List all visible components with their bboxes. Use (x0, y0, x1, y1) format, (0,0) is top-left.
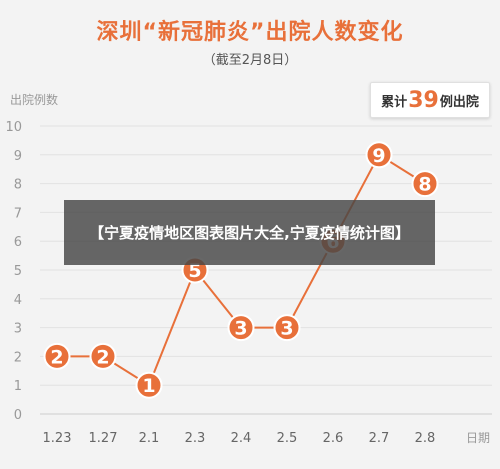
data-point: 2 (43, 342, 71, 370)
chart-title: 深圳“新冠肺炎”出院人数变化 (96, 20, 404, 45)
data-point-marker (43, 342, 71, 370)
data-point-marker (365, 141, 393, 169)
grid-layer (40, 125, 492, 415)
data-point-marker (227, 314, 255, 342)
chart-subtitle: （截至2月8日） (202, 53, 298, 68)
x-axis-label: 日期 (466, 431, 490, 445)
data-label: 3 (234, 318, 247, 340)
y-tick-label: 4 (14, 293, 22, 308)
data-point-marker (273, 314, 301, 342)
data-point: 3 (273, 314, 301, 342)
y-tick-label: 6 (14, 235, 22, 250)
y-tick-label: 9 (14, 149, 22, 164)
y-tick-label: 10 (5, 120, 22, 135)
y-tick-label: 7 (14, 206, 22, 221)
x-tick-label: 2.1 (139, 431, 160, 446)
y-tick-label: 3 (14, 322, 22, 337)
data-point: 2 (89, 342, 117, 370)
y-tick-label: 0 (14, 408, 22, 423)
y-tick-label: 5 (14, 264, 22, 279)
x-tick-label: 2.8 (415, 431, 436, 446)
x-tick-label: 2.3 (185, 431, 206, 446)
data-label: 5 (188, 260, 201, 282)
overlay-caption: 【宁夏疫情地区图表图片大全,宁夏疫情统计图】 (64, 200, 435, 265)
data-point-marker (89, 342, 117, 370)
data-label: 8 (418, 174, 431, 196)
x-tick-labels: 1.23 1.27 2.1 2.3 2.4 2.5 2.6 2.7 2.8 (43, 431, 436, 446)
total-suffix: 例出院 (439, 94, 479, 110)
y-tick-label: 2 (14, 350, 22, 365)
data-point-marker (135, 371, 163, 399)
data-label: 9 (372, 145, 385, 167)
y-tick-label: 1 (14, 379, 22, 394)
data-label: 1 (142, 375, 155, 397)
data-point: 9 (365, 141, 393, 169)
data-point: 3 (227, 314, 255, 342)
y-axis-label: 出院例数 (10, 92, 58, 107)
x-tick-label: 2.7 (369, 431, 390, 446)
y-tick-label: 8 (14, 178, 22, 193)
data-label: 2 (50, 346, 63, 368)
data-point: 8 (411, 170, 439, 198)
x-tick-label: 2.5 (277, 431, 298, 446)
data-point-marker (411, 170, 439, 198)
x-tick-label: 1.27 (89, 431, 118, 446)
total-number: 39 (408, 87, 439, 113)
data-label: 3 (280, 318, 293, 340)
x-tick-label: 1.23 (43, 431, 72, 446)
data-point: 1 (135, 371, 163, 399)
total-discharged-badge: 累计 39 例出院 (370, 82, 490, 118)
x-tick-label: 2.6 (323, 431, 344, 446)
total-prefix: 累计 (381, 94, 408, 110)
data-label: 2 (96, 346, 109, 368)
y-tick-labels: 0 1 2 3 4 5 6 7 8 9 10 (5, 120, 22, 423)
x-tick-label: 2.4 (231, 431, 252, 446)
